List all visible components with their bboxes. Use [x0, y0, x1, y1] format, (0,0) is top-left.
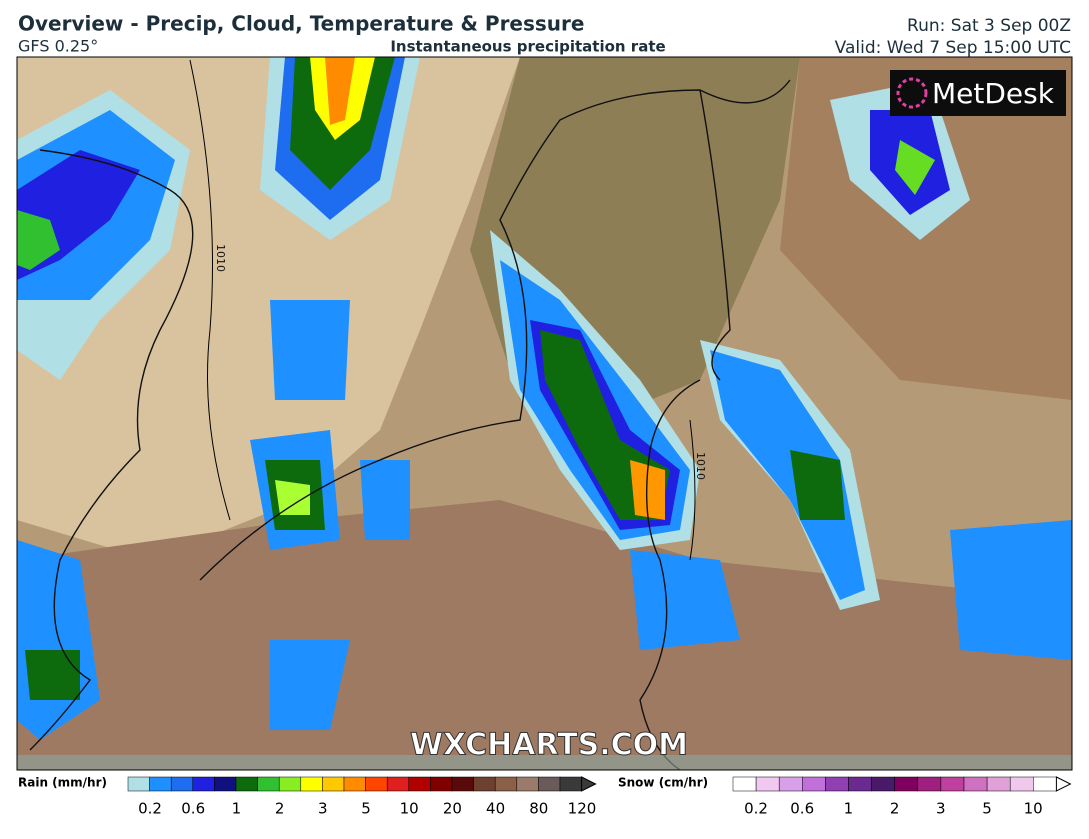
logo: MetDesk [932, 77, 1055, 110]
rain-swatch [494, 776, 518, 792]
snow-swatch [871, 776, 895, 792]
rain-swatch [149, 776, 172, 792]
snow-label: 5 [982, 800, 992, 818]
rain-label: 1 [232, 800, 242, 818]
rain-swatch [235, 776, 258, 792]
snow-label: 0.2 [744, 800, 768, 818]
rain-swatch [170, 776, 194, 792]
snow-swatch [802, 776, 826, 792]
snow-swatch [1009, 776, 1034, 792]
rain-label: 120 [568, 800, 597, 818]
rain-swatch [408, 776, 431, 792]
snow-label: 2 [890, 800, 900, 818]
legends: 0.2 0.6 1 2 3 5 10 20 40 80 120 0.2 0.6 1 2 3 5 10 [127, 776, 1072, 818]
subtitle: Instantaneous precipitation rate [390, 38, 665, 56]
rain-swatch [343, 776, 366, 792]
map: 1010 1010 MetDesk WXCHARTS.COM [17, 57, 1072, 770]
rain-swatch [300, 776, 323, 792]
rain-swatch [192, 776, 215, 792]
rain-swatch [473, 776, 496, 792]
snow-legend-title: Snow (cm/hr) [618, 776, 708, 790]
snow-swatch [963, 776, 988, 792]
rain-label: 20 [443, 800, 462, 818]
snow-swatch [894, 776, 919, 792]
valid: Valid: Wed 7 Sep 15:00 UTC [835, 38, 1071, 58]
rain-swatch [214, 776, 237, 792]
rain-label: 5 [361, 800, 371, 818]
rain-swatch [257, 776, 280, 792]
run: Run: Sat 3 Sep 00Z [907, 16, 1071, 36]
snow-label: 3 [936, 800, 946, 818]
logo-box [890, 70, 1066, 116]
rain-label: 40 [486, 800, 505, 818]
snow-label: 10 [1024, 800, 1043, 818]
snow-label: 0.6 [790, 800, 814, 818]
rain-label: 10 [400, 800, 419, 818]
snow-swatch [917, 776, 942, 792]
watermark: WXCHARTS.COM [410, 728, 688, 763]
snow-swatch [778, 776, 803, 792]
snow-swatch [732, 776, 757, 792]
snow-swatch [825, 776, 849, 792]
snow-label: 1 [844, 800, 854, 818]
rain-swatch [127, 776, 150, 792]
rain-swatch [559, 776, 582, 792]
model: GFS 0.25° [18, 37, 98, 56]
rain-label: 3 [318, 800, 328, 818]
isobar-label: 1010 [214, 244, 227, 272]
rain-swatch [516, 776, 539, 792]
snow-swatch-arrow [1055, 776, 1072, 792]
isobar-label: 1010 [694, 452, 707, 480]
rain-swatch-arrow [581, 776, 597, 792]
rain-label: 0.2 [138, 800, 162, 818]
rain-swatch [451, 776, 474, 792]
rain-swatch [278, 776, 302, 792]
rain-legend-title: Rain (mm/hr) [18, 776, 107, 790]
snow-swatch [1033, 776, 1057, 792]
rain-label: 80 [529, 800, 548, 818]
rain-swatch [538, 776, 561, 792]
title: Overview - Precip, Cloud, Temperature & … [18, 12, 584, 36]
rain-label: 2 [275, 800, 285, 818]
rain-swatch [430, 776, 453, 792]
snow-swatch [986, 776, 1011, 792]
snow-swatch [848, 776, 872, 792]
map-frame [16, 56, 1073, 771]
rain-swatch [322, 776, 345, 792]
snow-swatch [940, 776, 965, 792]
snow-swatch [755, 776, 780, 792]
rain-swatch [365, 776, 388, 792]
rain-label: 0.6 [181, 800, 205, 818]
rain-swatch [386, 776, 410, 792]
